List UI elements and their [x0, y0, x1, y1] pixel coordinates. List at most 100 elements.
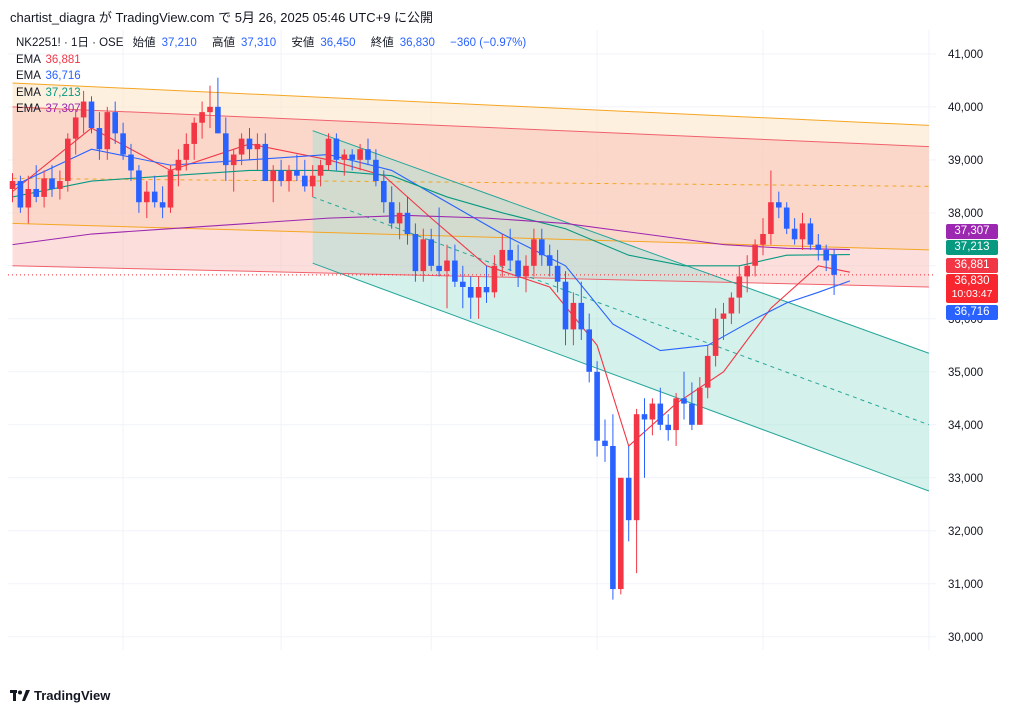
candle-body: [625, 477, 632, 521]
candle-body: [151, 191, 158, 203]
candle-body: [499, 249, 506, 266]
candle-body: [215, 106, 221, 134]
candle-body: [783, 207, 790, 229]
candle-body: [467, 287, 474, 298]
close-value: 36,830: [399, 37, 435, 49]
candle-body: [728, 297, 735, 314]
open-label: 始値: [132, 37, 156, 49]
candle-body: [49, 178, 55, 189]
candle-body: [673, 398, 679, 431]
candle-body: [65, 138, 71, 182]
y-tick-label: 34,000: [948, 420, 983, 432]
publish-header: chartist_diagra が TradingView.com で 5月 2…: [10, 10, 434, 25]
ema-row-1: EMA 36,881: [16, 52, 532, 69]
ema-value: 36,881: [45, 53, 81, 66]
y-tick-label: 41,000: [948, 49, 983, 61]
candle-body: [223, 133, 229, 166]
candle-body: [25, 188, 32, 208]
candle-body: [238, 138, 245, 155]
candle-body: [546, 255, 553, 266]
candle-body: [752, 244, 758, 266]
y-tick-label: 40,000: [948, 102, 983, 114]
candle-body: [96, 128, 103, 150]
candle-body: [523, 265, 529, 277]
candle-body: [199, 112, 205, 123]
candle-body: [515, 260, 521, 277]
candle-body: [191, 122, 197, 144]
ema-line: [12, 169, 850, 267]
candle-body: [357, 149, 363, 160]
candle-body: [539, 239, 545, 256]
ema-row-2: EMA 36,716: [16, 68, 532, 85]
candle-body: [167, 170, 174, 208]
ema-label: EMA: [16, 103, 41, 115]
candle-body: [349, 154, 355, 160]
candle-body: [365, 149, 371, 160]
candle-body: [57, 181, 63, 189]
candle-body: [776, 202, 782, 208]
candle-body: [602, 440, 608, 446]
open-group: 始値 37,210: [133, 37, 203, 49]
candle-body: [823, 249, 829, 261]
orange-channel-top: [12, 82, 929, 126]
candle-body: [483, 287, 490, 293]
candle-body: [657, 403, 664, 425]
candle-body: [633, 414, 640, 521]
candle-body: [381, 181, 387, 203]
ema-price-tag-red: 36,881: [946, 258, 998, 273]
candle-body: [689, 403, 695, 425]
candle-body: [183, 143, 190, 160]
candle-body: [444, 260, 450, 272]
candle-body: [309, 175, 316, 187]
red-channel-bottom: [12, 265, 929, 288]
high-label: 高値: [211, 37, 235, 49]
candle-body: [144, 191, 150, 203]
low-value: 36,450: [320, 37, 356, 49]
candle-body: [286, 170, 292, 182]
last-price-tag: 36,830 10:03:47: [946, 274, 998, 303]
candle-body: [807, 223, 814, 245]
candle-body: [554, 265, 561, 282]
candle-body: [294, 170, 300, 176]
candle-body: [302, 175, 308, 187]
candle-body: [278, 170, 284, 182]
change-value: −360 (−0.97%): [450, 37, 527, 49]
candle-body: [120, 133, 126, 155]
price-chart[interactable]: 30,00031,00032,00033,00034,00035,00036,0…: [8, 30, 1018, 656]
countdown-value: 10:03:47: [951, 288, 993, 300]
candle-body: [404, 212, 411, 235]
last-price-value: 36,830: [954, 275, 990, 287]
candle-body: [578, 302, 585, 330]
candle-body: [9, 181, 16, 189]
candle-body: [831, 254, 837, 275]
low-label: 安値: [291, 37, 315, 49]
brand-name: TradingView: [34, 688, 111, 703]
ema-value: 37,307: [45, 103, 81, 115]
y-tick-label: 32,000: [948, 526, 983, 538]
candle-body: [610, 445, 616, 590]
candle-body: [412, 234, 419, 272]
candle-body: [396, 212, 403, 224]
candle-body: [128, 154, 134, 171]
candle-body: [452, 260, 458, 282]
ema-value: 37,213: [45, 86, 81, 99]
candle-body: [665, 424, 671, 431]
candle-body: [246, 138, 253, 150]
symbol-label: NK2251! · 1日 · OSE: [16, 37, 124, 49]
candle-body: [88, 101, 95, 129]
ema-label: EMA: [16, 53, 41, 66]
ema-line: [12, 214, 850, 251]
close-group: 終値 36,830: [371, 37, 441, 49]
candle-body: [388, 202, 395, 224]
candle-body: [112, 112, 118, 134]
candle-body: [17, 181, 24, 208]
candle-body: [475, 287, 482, 298]
candle-body: [333, 138, 340, 160]
candle-body: [254, 143, 261, 150]
candle-body: [436, 265, 442, 272]
green-channel-bottom: [312, 262, 930, 492]
candle-body: [562, 281, 569, 330]
orange-channel-bottom: [12, 222, 929, 251]
y-tick-label: 30,000: [948, 632, 983, 644]
open-value: 37,210: [161, 37, 197, 49]
